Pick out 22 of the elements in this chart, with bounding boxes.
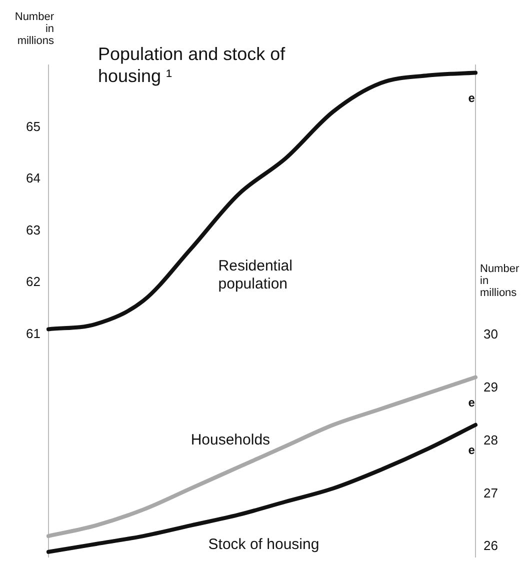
- line-series: [46, 375, 478, 538]
- annotation: e: [468, 91, 476, 106]
- y2-tick-label: 27: [484, 485, 498, 500]
- series-label: Residential population: [218, 258, 292, 293]
- y-tick-label: 61: [26, 326, 40, 341]
- series-label: Stock of housing: [208, 536, 320, 553]
- line-series: [46, 70, 478, 332]
- chart-title: Population and stock of housing ¹: [98, 43, 286, 87]
- y-tick-label: 62: [26, 274, 40, 290]
- series-label: Households: [190, 432, 270, 449]
- y-tick-label: 63: [26, 222, 40, 238]
- y-axis-title: Number in millions: [14, 11, 54, 47]
- y2-tick-label: 30: [484, 326, 498, 342]
- annotation: e: [468, 396, 476, 410]
- y2-tick-label: 29: [484, 379, 498, 394]
- line-series: [46, 422, 478, 554]
- y2-tick-label: 26: [484, 538, 498, 554]
- y-tick-label: 64: [26, 170, 40, 186]
- annotation: e: [468, 443, 476, 458]
- y-tick-label: 65: [26, 118, 40, 134]
- y2-axis-title: Number in millions: [480, 263, 520, 299]
- y2-tick-label: 28: [484, 432, 498, 448]
